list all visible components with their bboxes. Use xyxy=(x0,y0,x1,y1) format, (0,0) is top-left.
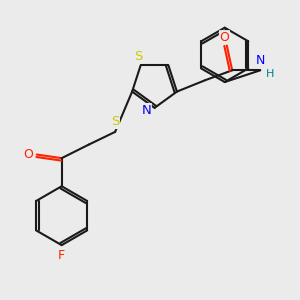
Text: O: O xyxy=(24,148,34,161)
Text: S: S xyxy=(111,116,119,128)
Text: F: F xyxy=(58,249,65,262)
Text: N: N xyxy=(142,103,151,117)
Text: H: H xyxy=(266,69,275,79)
Text: S: S xyxy=(134,50,142,63)
Text: O: O xyxy=(220,31,230,44)
Text: N: N xyxy=(256,54,265,67)
